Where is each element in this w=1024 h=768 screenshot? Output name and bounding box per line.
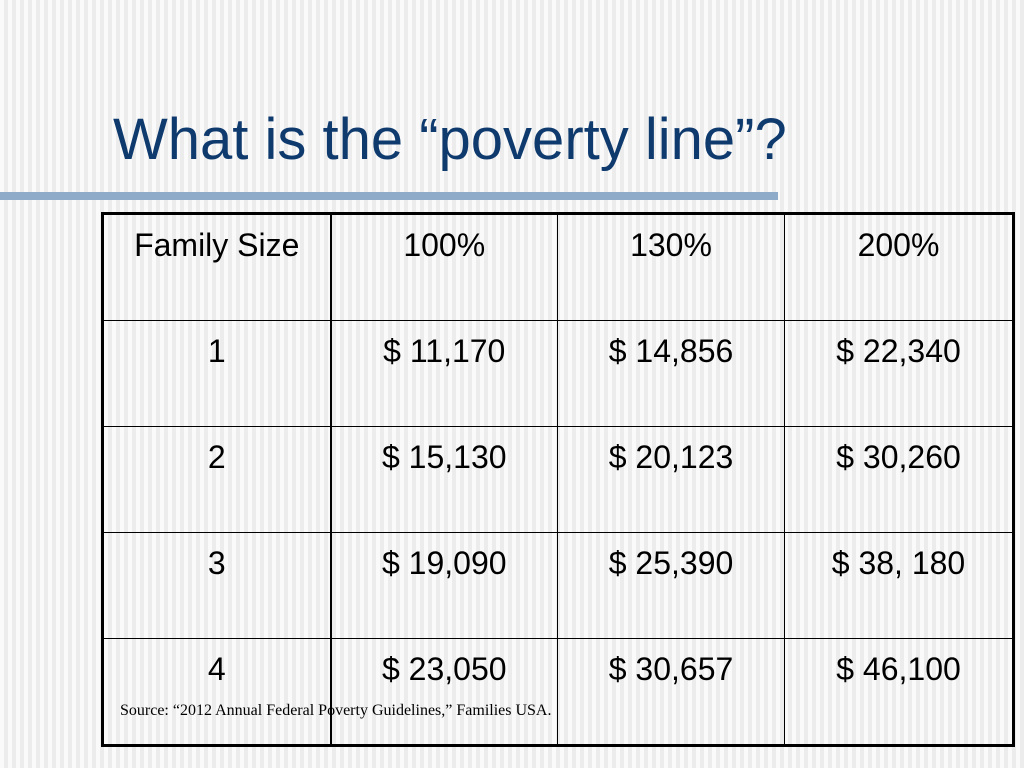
table-cell: $ 38, 180: [784, 532, 1014, 639]
table-cell: $ 14,856: [557, 320, 785, 427]
family-size-cell: 4: [102, 638, 332, 746]
table-cell: $ 22,340: [784, 320, 1014, 427]
slide-title: What is the “poverty line”?: [113, 107, 787, 172]
header-130-percent: 130%: [557, 213, 785, 321]
table-cell: $ 30,260: [784, 426, 1014, 533]
table-row: 1 $ 11,170 $ 14,856 $ 22,340: [102, 320, 1014, 427]
table-cell: $ 23,050: [330, 638, 558, 746]
table-cell: $ 11,170: [330, 320, 558, 427]
table-row: 4 $ 23,050 $ 30,657 $ 46,100: [102, 638, 1014, 746]
table-cell: $ 15,130: [330, 426, 558, 533]
table-row: 2 $ 15,130 $ 20,123 $ 30,260: [102, 426, 1014, 533]
table-cell: $ 46,100: [784, 638, 1014, 746]
header-family-size: Family Size: [102, 213, 332, 321]
poverty-guidelines-table: Family Size 100% 130% 200% 1 $ 11,170 $ …: [101, 212, 1015, 747]
table-cell: $ 30,657: [557, 638, 785, 746]
table-cell: $ 19,090: [330, 532, 558, 639]
title-divider: [0, 192, 778, 200]
family-size-cell: 2: [102, 426, 332, 533]
header-200-percent: 200%: [784, 213, 1014, 321]
header-100-percent: 100%: [330, 213, 558, 321]
family-size-cell: 1: [102, 320, 332, 427]
table-cell: $ 20,123: [557, 426, 785, 533]
table-cell: $ 25,390: [557, 532, 785, 639]
family-size-cell: 3: [102, 532, 332, 639]
source-citation: Source: “2012 Annual Federal Poverty Gui…: [120, 702, 552, 719]
table-header-row: Family Size 100% 130% 200%: [102, 213, 1014, 321]
table-row: 3 $ 19,090 $ 25,390 $ 38, 180: [102, 532, 1014, 639]
